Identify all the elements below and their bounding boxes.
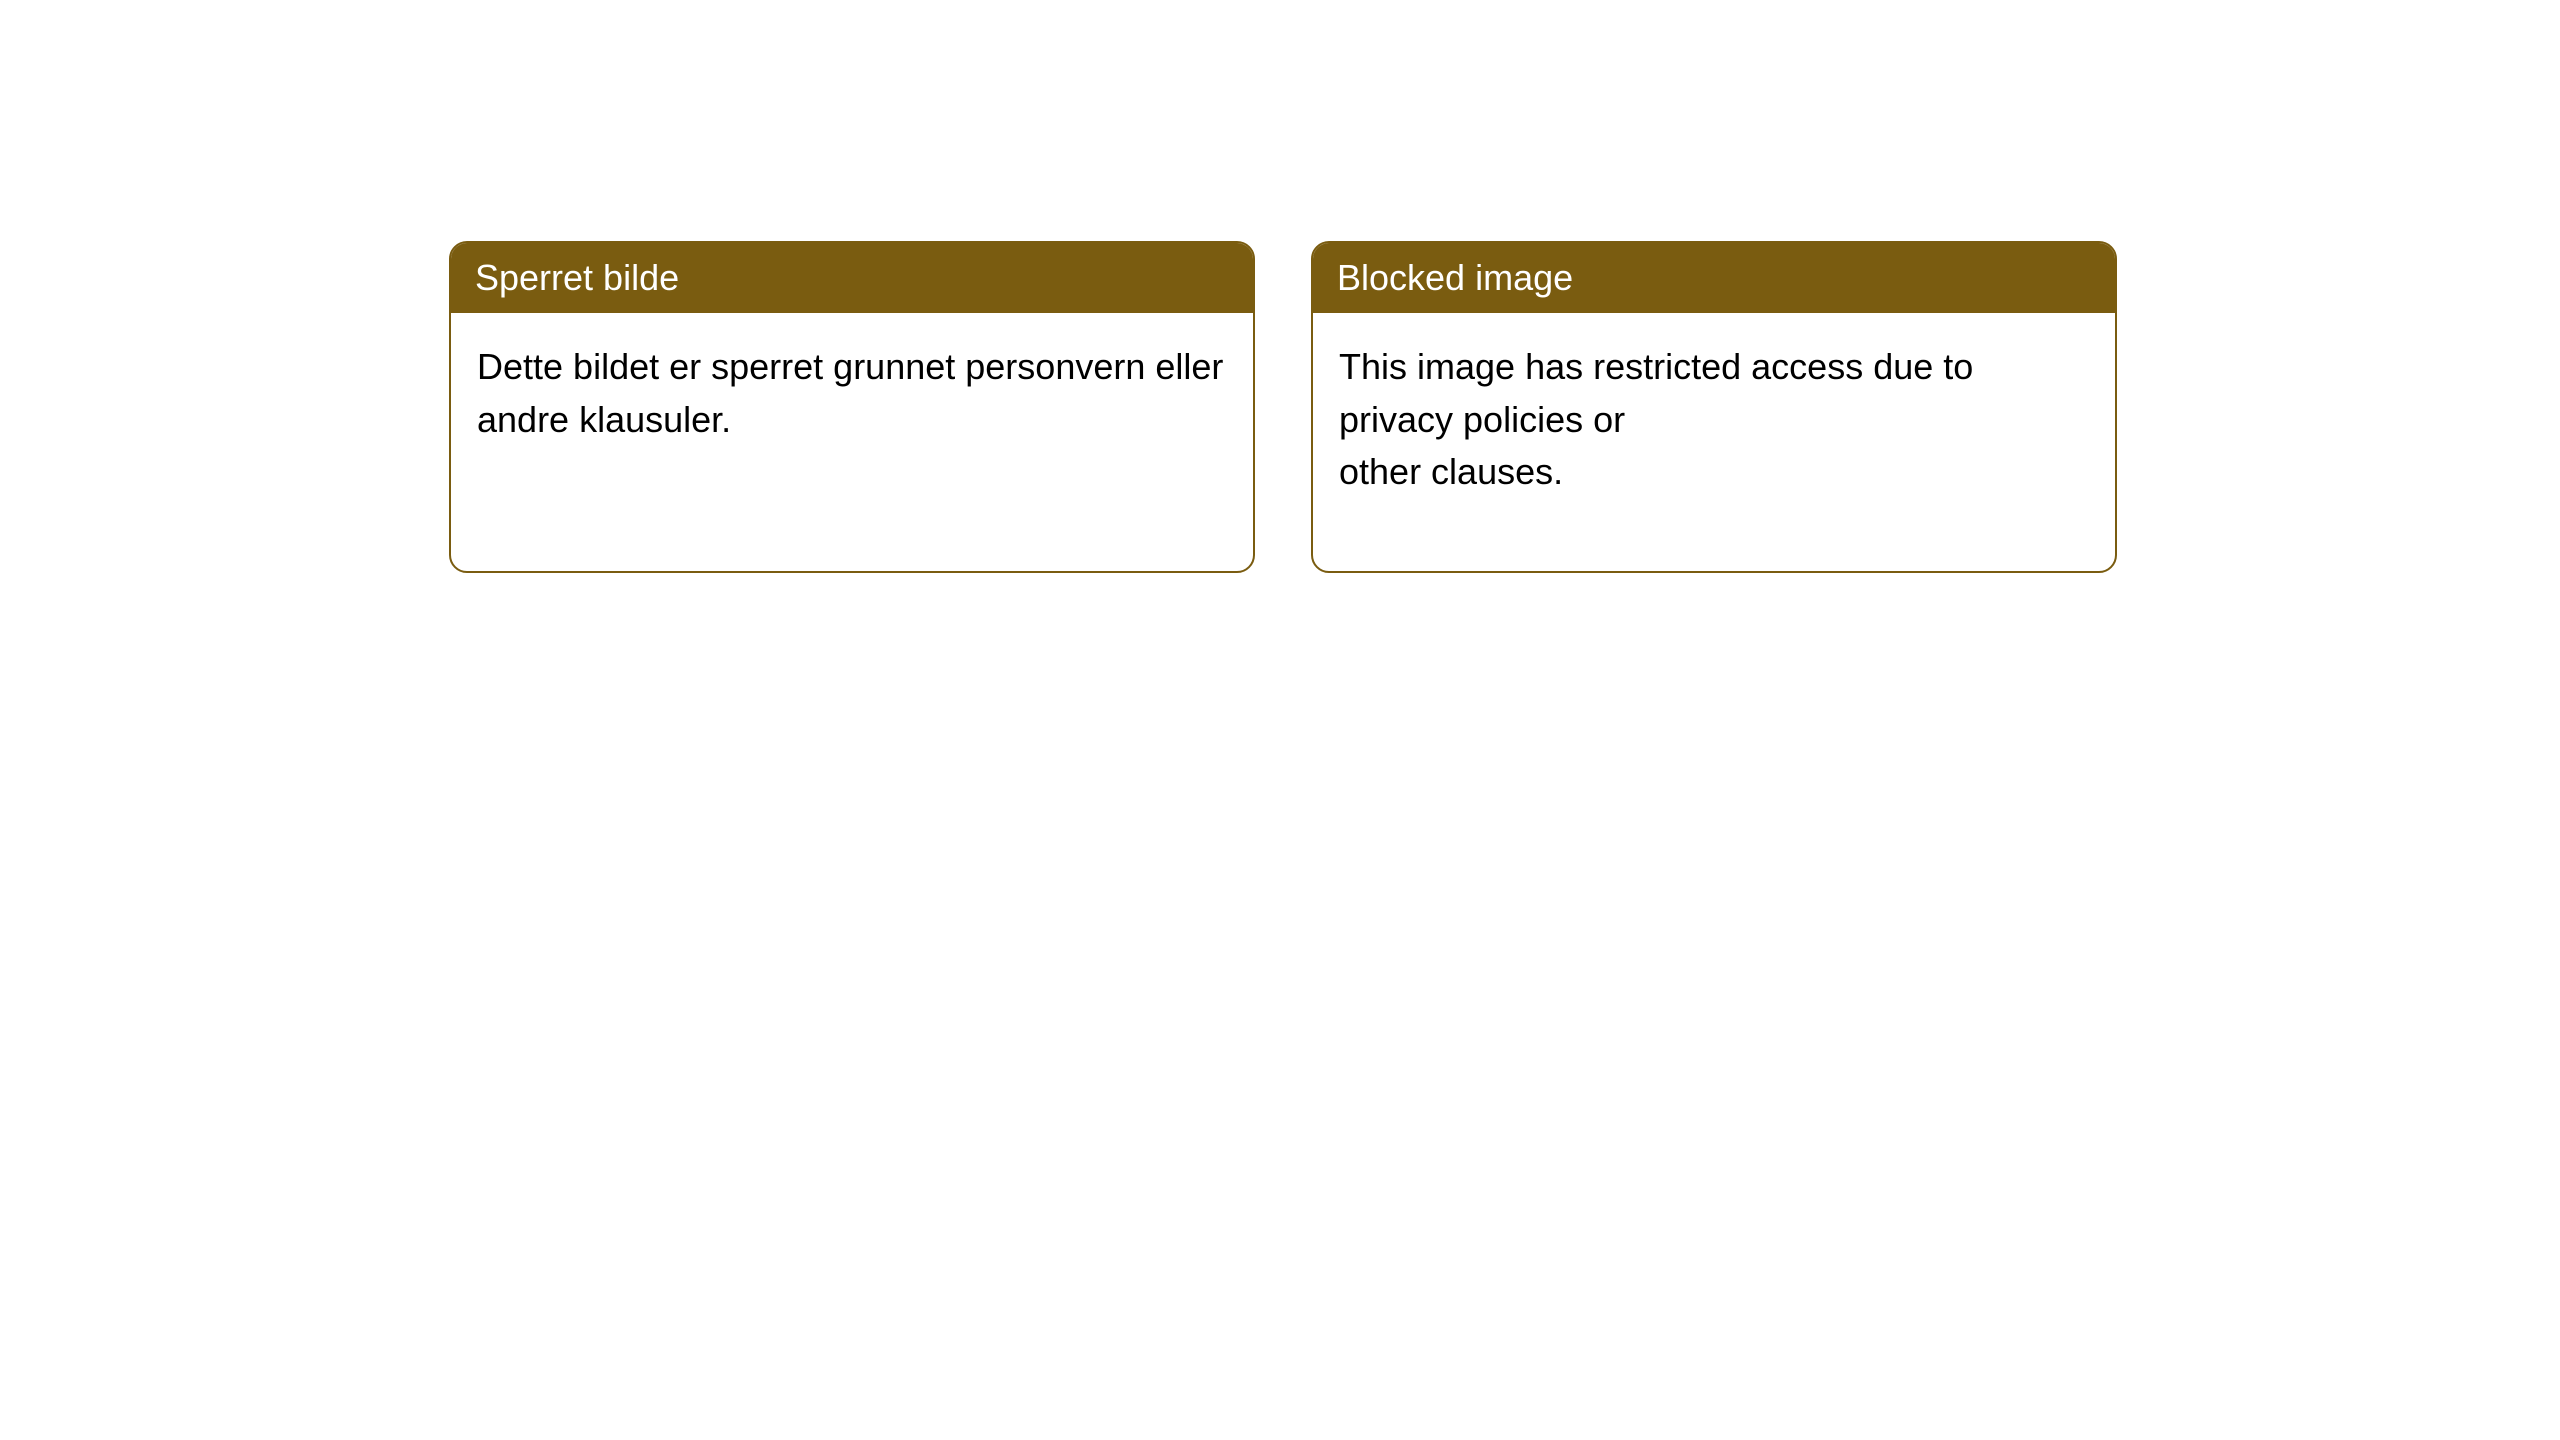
blocked-image-card-english: Blocked image This image has restricted …: [1311, 241, 2117, 573]
notice-container: Sperret bilde Dette bildet er sperret gr…: [449, 241, 2117, 573]
card-header-norwegian: Sperret bilde: [451, 243, 1253, 313]
card-header-english: Blocked image: [1313, 243, 2115, 313]
blocked-image-card-norwegian: Sperret bilde Dette bildet er sperret gr…: [449, 241, 1255, 573]
card-body-english: This image has restricted access due to …: [1313, 313, 2115, 571]
card-body-norwegian: Dette bildet er sperret grunnet personve…: [451, 313, 1253, 571]
